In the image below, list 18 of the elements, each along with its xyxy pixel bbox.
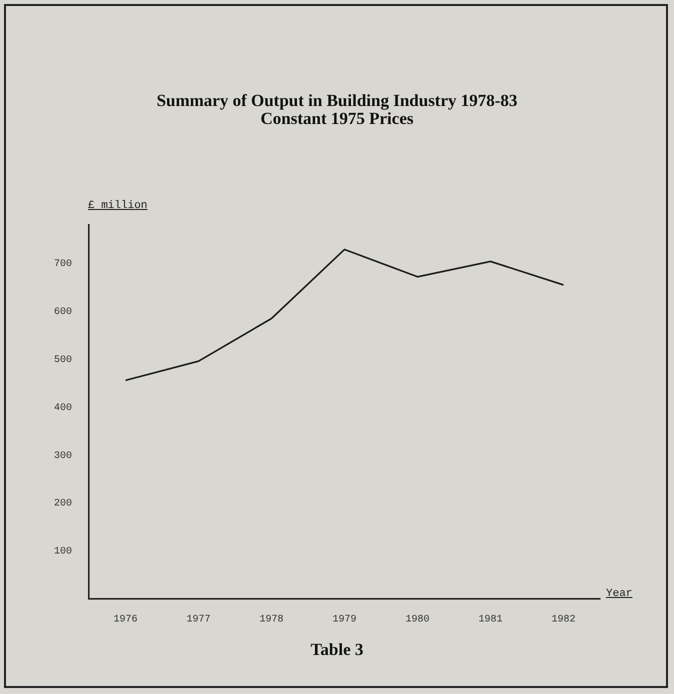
x-tick-label: 1978 <box>259 614 284 626</box>
y-tick-label: 700 <box>54 259 72 270</box>
x-tick-label: 1980 <box>405 614 430 626</box>
y-tick-label: 400 <box>54 402 72 414</box>
x-tick-label: 1979 <box>332 614 357 626</box>
caption: Table 3 <box>310 640 364 660</box>
x-tick-label: 1981 <box>478 614 503 626</box>
y-tick-label: 300 <box>54 450 72 462</box>
y-tick-label: 200 <box>54 498 72 510</box>
y-axis-title: £ million <box>88 200 148 212</box>
x-tick-label: 1976 <box>113 614 138 626</box>
chart-title: Summary of Output in Building Industry 1978-83 Constant 1975 Prices <box>156 91 518 128</box>
y-tick-label: 600 <box>54 306 72 318</box>
y-tick-label: 500 <box>54 354 72 366</box>
y-tick-label: 100 <box>54 546 72 558</box>
x-tick-label: 1982 <box>551 614 576 626</box>
x-axis-title: Year <box>606 588 632 600</box>
x-tick-label: 1977 <box>186 614 211 626</box>
